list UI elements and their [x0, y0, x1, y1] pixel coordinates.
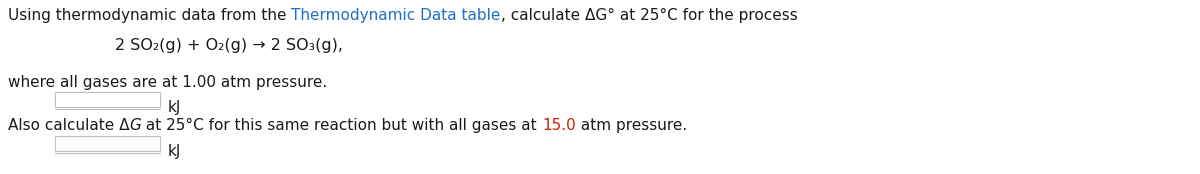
Text: atm pressure.: atm pressure. — [576, 118, 686, 133]
Text: G: G — [130, 118, 142, 133]
Text: where all gases are at 1.00 atm pressure.: where all gases are at 1.00 atm pressure… — [8, 75, 328, 90]
Text: kJ: kJ — [168, 100, 181, 115]
Text: Also calculate Δ: Also calculate Δ — [8, 118, 130, 133]
FancyBboxPatch shape — [55, 92, 160, 107]
Text: Thermodynamic Data table: Thermodynamic Data table — [292, 8, 500, 23]
Text: , calculate ΔG° at 25°C for the process: , calculate ΔG° at 25°C for the process — [500, 8, 798, 23]
Text: kJ: kJ — [168, 144, 181, 159]
Text: 2 SO₂(g) + O₂(g) → 2 SO₃(g),: 2 SO₂(g) + O₂(g) → 2 SO₃(g), — [115, 38, 343, 53]
FancyBboxPatch shape — [55, 136, 160, 151]
Text: 15.0: 15.0 — [542, 118, 576, 133]
Text: at 25°C for this same reaction but with all gases at: at 25°C for this same reaction but with … — [142, 118, 542, 133]
Text: Using thermodynamic data from the: Using thermodynamic data from the — [8, 8, 292, 23]
